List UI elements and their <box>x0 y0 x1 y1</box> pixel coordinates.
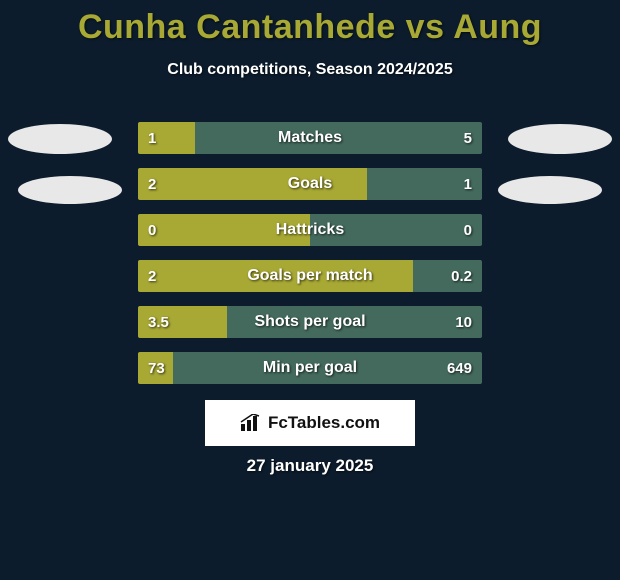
stat-row: Min per goal73 649 <box>138 352 482 384</box>
stat-label: Matches <box>138 122 482 154</box>
stat-value-right: 0 <box>454 214 482 246</box>
stat-value-left: 73 <box>138 352 175 384</box>
stat-value-left: 2 <box>138 168 166 200</box>
logo-text: FcTables.com <box>268 413 380 433</box>
stat-value-right: 1 <box>454 168 482 200</box>
stat-label: Goals per match <box>138 260 482 292</box>
stat-value-right: 10 <box>445 306 482 338</box>
stat-value-left: 1 <box>138 122 166 154</box>
stat-row: Matches1 5 <box>138 122 482 154</box>
fctables-logo: FcTables.com <box>205 400 415 446</box>
stat-row: Shots per goal3.5 10 <box>138 306 482 338</box>
stat-value-left: 0 <box>138 214 166 246</box>
stat-row: Goals2 1 <box>138 168 482 200</box>
bar-chart-icon <box>240 414 262 432</box>
stat-value-left: 3.5 <box>138 306 179 338</box>
snapshot-date: 27 january 2025 <box>0 456 620 476</box>
player-right-logo-placeholder <box>498 176 602 204</box>
stat-label: Hattricks <box>138 214 482 246</box>
player-left-logo-placeholder <box>18 176 122 204</box>
stat-label: Goals <box>138 168 482 200</box>
stat-label: Shots per goal <box>138 306 482 338</box>
stats-bar-chart: Matches15Goals21Hattricks00Goals per mat… <box>138 122 482 398</box>
player-left-avatar-placeholder <box>8 124 112 154</box>
comparison-subtitle: Club competitions, Season 2024/2025 <box>0 61 620 79</box>
stat-row: Hattricks0 0 <box>138 214 482 246</box>
stat-value-right: 649 <box>437 352 482 384</box>
stat-label: Min per goal <box>138 352 482 384</box>
stat-value-left: 2 <box>138 260 166 292</box>
comparison-title: Cunha Cantanhede vs Aung <box>0 0 620 47</box>
stat-value-right: 0.2 <box>441 260 482 292</box>
player-right-avatar-placeholder <box>508 124 612 154</box>
stat-value-right: 5 <box>454 122 482 154</box>
stat-row: Goals per match2 0.2 <box>138 260 482 292</box>
